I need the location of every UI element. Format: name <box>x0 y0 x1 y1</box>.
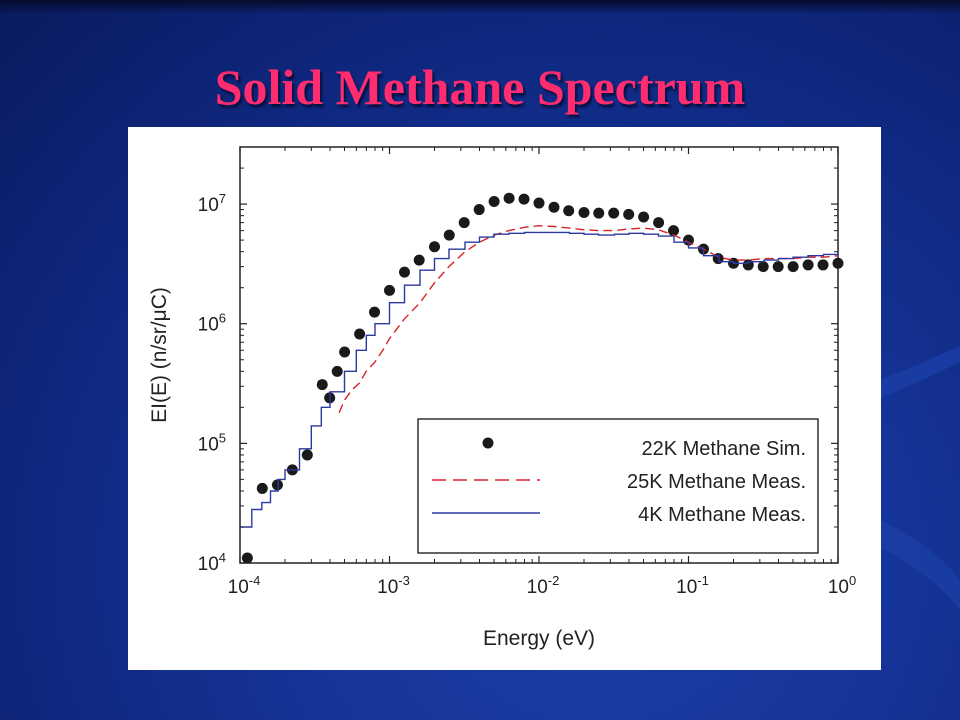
sim-data-point <box>429 241 441 253</box>
legend-label: 22K Methane Sim. <box>641 438 806 460</box>
sim-data-point <box>832 257 844 269</box>
sim-data-point <box>256 482 268 494</box>
sim-data-point <box>369 306 381 318</box>
sim-data-point <box>593 207 605 219</box>
sim-data-point <box>384 284 395 296</box>
legend-marker-sim <box>482 437 494 449</box>
sim-data-point <box>473 204 485 216</box>
sim-data-point <box>787 261 799 273</box>
y-axis-label: EI(E) (n/sr/μC) <box>148 287 171 423</box>
sim-data-point <box>331 365 343 377</box>
x-tick-label: 100 <box>828 573 856 598</box>
series-4k-line <box>240 231 839 528</box>
sim-data-point <box>503 192 515 204</box>
sim-data-point <box>399 266 411 278</box>
sim-data-point <box>668 225 680 237</box>
sim-data-point <box>301 449 313 461</box>
y-tick-label: 104 <box>198 550 226 575</box>
chart-panel: 10-4 10-3 10-2 10-1 100 104 105 106 107 Energy (e… <box>128 127 881 670</box>
x-tick-label: 10-1 <box>676 573 709 598</box>
sim-data-point <box>241 552 253 564</box>
sim-data-point <box>458 217 470 229</box>
series-25k-line <box>338 224 839 414</box>
sim-data-point <box>623 208 635 220</box>
x-axis-label: Energy (eV) <box>483 627 595 650</box>
y-tick-label: 106 <box>198 311 226 336</box>
sim-data-point <box>548 201 560 213</box>
sim-data-point <box>757 261 769 273</box>
top-shade <box>0 0 960 14</box>
legend-label: 4K Methane Meas. <box>638 504 806 526</box>
y-tick-label: 107 <box>198 191 226 216</box>
slide-title: Solid Methane Spectrum <box>214 59 746 115</box>
sim-data-point <box>518 193 530 205</box>
sim-data-point <box>638 211 650 223</box>
sim-data-point <box>802 259 814 271</box>
x-tick-label: 10-4 <box>228 573 261 598</box>
sim-data-point <box>316 379 328 391</box>
sim-data-point <box>653 217 665 229</box>
x-tick-label: 10-3 <box>377 573 410 598</box>
chart: 10-4 10-3 10-2 10-1 100 104 105 106 107 Energy (e… <box>148 146 856 650</box>
sim-data-point <box>443 229 455 241</box>
sim-data-point <box>533 197 545 209</box>
sim-data-point <box>578 207 590 219</box>
sim-data-point <box>271 479 283 491</box>
sim-data-point <box>354 328 366 340</box>
series-sim-points <box>241 192 844 564</box>
sim-data-point <box>608 207 620 219</box>
sim-data-point <box>413 254 425 266</box>
sim-data-point <box>772 261 784 273</box>
y-tick-label: 105 <box>198 430 226 455</box>
x-tick-label: 10-2 <box>527 573 560 598</box>
sim-data-point <box>339 346 351 358</box>
sim-data-point <box>563 205 575 217</box>
sim-data-point <box>817 259 829 271</box>
legend-label: 25K Methane Meas. <box>627 471 806 493</box>
sim-data-point <box>488 196 500 208</box>
